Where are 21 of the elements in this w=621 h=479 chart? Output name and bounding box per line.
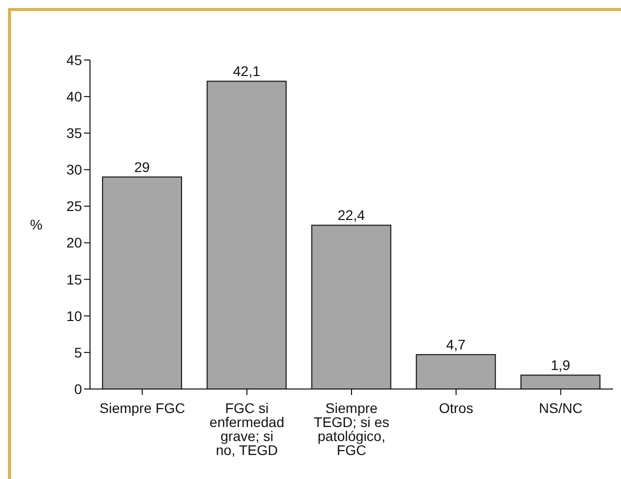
y-tick-label: 15: [66, 271, 82, 288]
y-tick-label: 5: [74, 344, 82, 360]
x-tick-label: Otros: [438, 400, 474, 416]
x-tick-label: Siempre FGC: [100, 400, 186, 416]
data-label: 42,1: [233, 63, 260, 80]
y-tick-label: 45: [66, 52, 82, 68]
y-tick-label: 35: [66, 125, 82, 142]
x-tick-label: Siempre TEGD; si es patológico, FGC: [314, 400, 390, 458]
y-axis-title: %: [30, 216, 42, 232]
data-label: 29: [134, 158, 150, 175]
data-label: 4,7: [446, 336, 466, 353]
data-label: 22,4: [338, 207, 366, 224]
y-tick-label: 40: [66, 88, 82, 105]
y-tick-label: 25: [66, 198, 82, 214]
x-tick-label: FGC si enfermedad grave; si no, TEGD: [210, 400, 284, 458]
data-label: 1,9: [550, 357, 570, 374]
y-tick-label: 20: [66, 234, 82, 251]
y-tick-label: 10: [66, 308, 82, 324]
x-tick-label: NS/NC: [538, 400, 582, 416]
y-tick-label: 0: [74, 380, 82, 397]
y-tick-label: 30: [66, 162, 82, 178]
